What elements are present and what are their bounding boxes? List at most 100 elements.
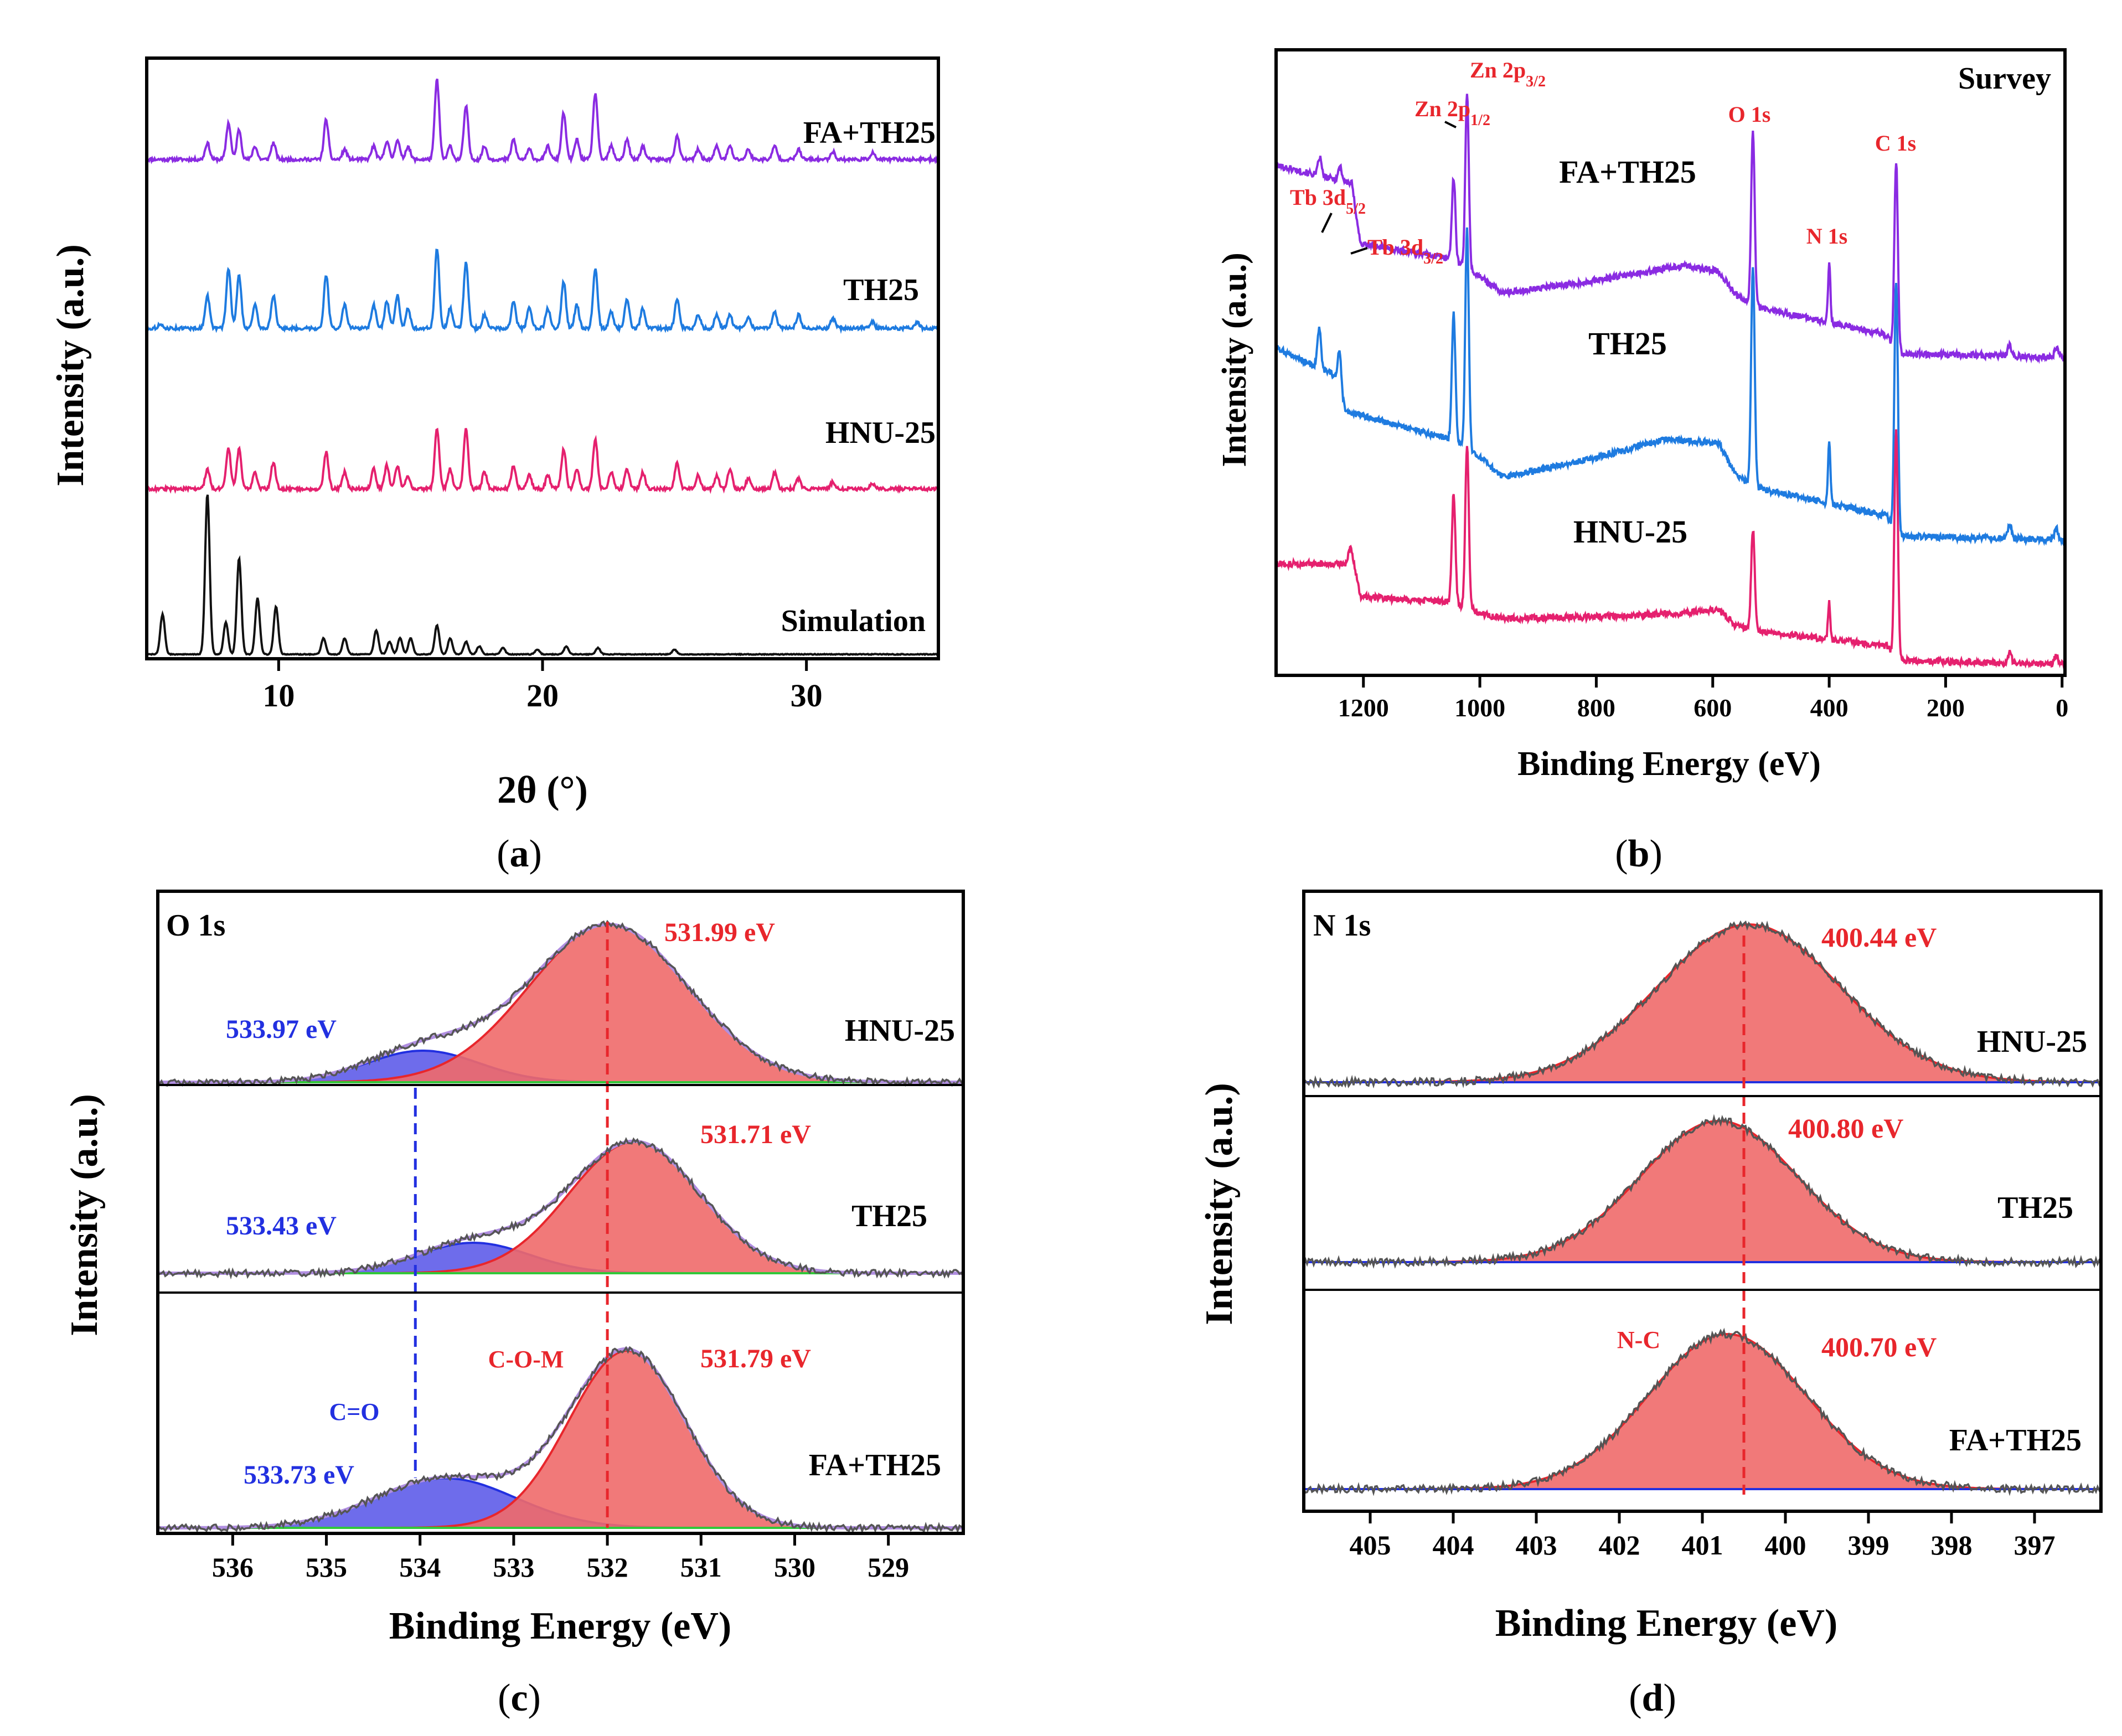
anno-zn2p12: Zn 2p1/2 [1414, 96, 1490, 129]
panel-b-xps-survey: 1200 1000 800 600 400 200 0 Survey FA+TH25 TH2… [1216, 48, 2068, 875]
panel-c-x-tick-label-530: 530 [774, 1552, 815, 1583]
panel-b-x-tick-label-400: 400 [1810, 694, 1849, 722]
panel-a-x-tick-label-20: 20 [526, 678, 559, 714]
anno-n1s: N 1s [1806, 224, 1847, 249]
panel-c-x-tick-label-532: 532 [587, 1552, 628, 1583]
panel-a-label-fa-th25: FA+TH25 [803, 116, 936, 150]
panel-d-x-tick-label-397: 397 [2014, 1530, 2056, 1561]
panel-a-plot-area [146, 78, 939, 657]
panel-c-title: O 1s [166, 908, 225, 943]
panel-b-label-fa-th25: FA+TH25 [1559, 154, 1696, 190]
panel-d-fill-th25-400.8 [1304, 1121, 2101, 1262]
panel-c-fill-fa-th25-531.79 [158, 1351, 963, 1528]
panel-b-x-tick-label-600: 600 [1694, 694, 1732, 722]
panel-d-title: N 1s [1313, 908, 1371, 943]
panel-d-x-tick-label-402: 402 [1599, 1530, 1640, 1561]
panel-c-x-tick-label-534: 534 [399, 1552, 441, 1583]
panel-b-x-ticks: 1200 1000 800 600 400 200 0 [1338, 675, 2068, 722]
panel-c-anno-c-o-m: C-O-M [488, 1346, 564, 1373]
panel-c-label-fa-th25: FA+TH25 [809, 1448, 941, 1482]
panel-a-x-axis-title: 2θ (°) [497, 769, 588, 812]
panel-c-anno-533-43: 533.43 eV [226, 1211, 337, 1241]
panel-c-plot-area [157, 919, 964, 1534]
anno-o1s: O 1s [1728, 102, 1771, 127]
panel-d-x-tick-label-399: 399 [1848, 1530, 1889, 1561]
panel-b-title: Survey [1958, 61, 2051, 96]
panel-b-peak-annotations: Zn 2p1/2 Zn 2p3/2 Tb 3d5/2 Tb 3d3/2 O 1s… [1290, 58, 1916, 267]
panel-c-anno-c-eq-o: C=O [329, 1398, 379, 1425]
panel-a-x-ticks: 10 20 30 [262, 659, 823, 714]
panel-d-x-tick-label-405: 405 [1350, 1530, 1391, 1561]
panel-b-x-tick-label-200: 200 [1927, 694, 1965, 722]
panel-c-anno-531-79: 531.79 eV [700, 1344, 811, 1373]
panel-c-x-tick-label-533: 533 [493, 1552, 534, 1583]
panel-d-raw-th25 [1303, 1114, 2102, 1269]
anno-tb3d52: Tb 3d5/2 [1290, 185, 1366, 218]
panel-a-xrd: 10 20 30 FA+TH25 TH25 HNU-25 Simulation 2θ… [49, 56, 940, 875]
panel-d-x-ticks: 405 404 403 402 401 400 399 398 397 [1350, 1511, 2056, 1561]
panel-b-caption: (b) [1615, 833, 1663, 875]
panel-c-frame [156, 890, 965, 1535]
panel-a-label-th25: TH25 [843, 273, 919, 307]
panel-d-fill-hnu-25-400.44 [1304, 924, 2101, 1082]
panel-c-fill-hnu-25-533.97 [158, 1051, 963, 1082]
panel-d-caption: (d) [1629, 1677, 1676, 1719]
anno-tb3d32-leader [1350, 247, 1368, 255]
panel-a-x-tick-label-10: 10 [262, 678, 295, 714]
panel-b-plot-area [1275, 94, 2066, 671]
anno-zn2p32: Zn 2p3/2 [1470, 58, 1546, 90]
panel-d-x-tick-label-404: 404 [1433, 1530, 1474, 1561]
panel-d-x-tick-label-401: 401 [1682, 1530, 1723, 1561]
panel-d-raw-hnu-25 [1303, 920, 2102, 1089]
panel-d-anno-400-70: 400.70 eV [1821, 1331, 1937, 1362]
panel-d-x-axis-title: Binding Energy (eV) [1495, 1602, 1837, 1645]
panel-a-line-simulation [146, 494, 938, 657]
panel-a-line-fa-th25 [146, 78, 939, 165]
panel-d-anno-n-c: N-C [1617, 1326, 1660, 1353]
panel-c-raw-fa-th25 [157, 1346, 964, 1534]
panel-b-x-tick-label-1000: 1000 [1454, 694, 1505, 722]
panel-b-frame [1274, 48, 2067, 677]
panel-c-caption: (c) [498, 1677, 541, 1719]
panel-c-x-tick-label-531: 531 [680, 1552, 722, 1583]
anno-tb3d52-leader [1321, 213, 1333, 233]
panel-d-plot-area [1303, 920, 2102, 1496]
panel-c-anno-531-71: 531.71 eV [700, 1120, 811, 1149]
panel-a-line-th25 [146, 249, 939, 334]
panel-c-x-axis-title: Binding Energy (eV) [389, 1605, 731, 1647]
panel-a-label-hnu-25: HNU-25 [825, 416, 936, 450]
panel-c-anno-533-73: 533.73 eV [244, 1460, 354, 1490]
panel-b-y-axis-title: Intensity (a.u.) [1216, 252, 1253, 467]
panel-d-label-th25: TH25 [1997, 1191, 2073, 1225]
panel-d-label-fa-th25: FA+TH25 [1949, 1423, 2082, 1458]
panel-d-anno-400-44: 400.44 eV [1821, 922, 1937, 953]
panel-b-x-axis-title: Binding Energy (eV) [1517, 745, 1821, 783]
panel-a-line-hnu-25 [146, 427, 938, 494]
panel-d-label-hnu-25: HNU-25 [1977, 1025, 2087, 1059]
panel-c-label-th25: TH25 [851, 1199, 927, 1233]
panel-c-raw-hnu-25 [157, 919, 964, 1087]
panel-b-x-tick-label-800: 800 [1577, 694, 1615, 722]
panel-c-anno-533-97: 533.97 eV [226, 1015, 337, 1044]
panel-d-x-tick-label-398: 398 [1931, 1530, 1973, 1561]
panel-b-x-tick-label-1200: 1200 [1338, 694, 1389, 722]
panel-c-fill-hnu-25-531.99 [158, 924, 963, 1082]
panel-b-label-th25: TH25 [1588, 326, 1667, 361]
panel-c-x-tick-label-536: 536 [212, 1552, 254, 1583]
panel-c-fill-fa-th25-533.73 [158, 1478, 963, 1528]
anno-tb3d32: Tb 3d3/2 [1367, 235, 1443, 267]
panel-d-x-tick-label-403: 403 [1516, 1530, 1557, 1561]
panel-c-xps-o1s: 536 535 534 533 532 531 530 529 O 1s HNU-25 TH2… [63, 890, 965, 1719]
panel-c-x-tick-label-529: 529 [868, 1552, 909, 1583]
panel-d-x-tick-label-400: 400 [1765, 1530, 1806, 1561]
panel-a-x-tick-label-30: 30 [791, 678, 823, 714]
panel-d-xps-n1s: 405 404 403 402 401 400 399 398 397 N 1s HNU-25 … [1198, 890, 2103, 1719]
panel-a-caption: (a) [497, 833, 542, 875]
panel-b-line-th25 [1275, 227, 2066, 546]
panel-c-x-tick-label-535: 535 [306, 1552, 347, 1583]
panel-c-anno-531-99: 531.99 eV [664, 918, 775, 947]
panel-d-anno-400-80: 400.80 eV [1788, 1113, 1903, 1144]
panel-b-line-fa-th25 [1275, 94, 2066, 364]
panel-b-x-tick-label-0: 0 [2056, 694, 2068, 722]
